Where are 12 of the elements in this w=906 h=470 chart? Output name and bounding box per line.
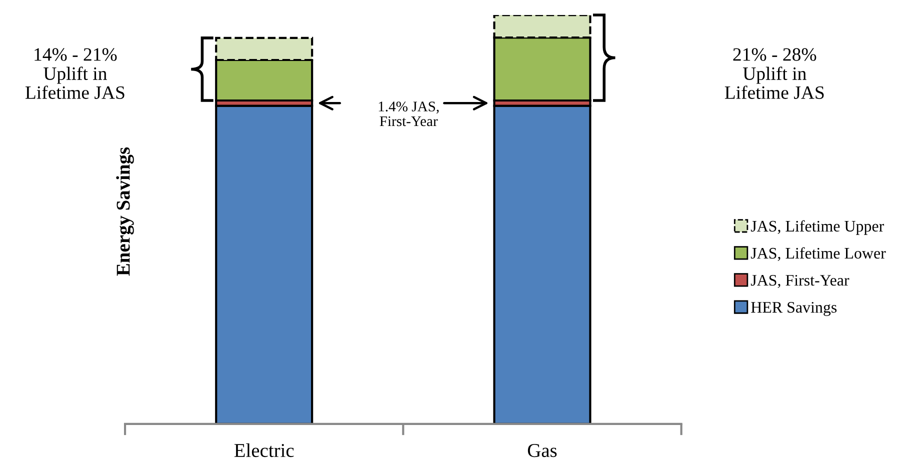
bar [215,104,314,424]
text: 14% - 21% Uplift in Lifetime JAS [25,48,124,99]
annotation: 1.4% JAS, First-Year [378,102,439,126]
bar [493,104,592,424]
x-tick-label: Electric [234,443,294,458]
x-tick-label: Gas [528,444,557,458]
y-axis-title: Energy Savings [116,147,134,276]
text: 21% - 28% Uplift in Lifetime JAS [724,48,824,99]
legend-label: JAS, First-Year [750,274,850,288]
legend-label: JAS, Lifetime Upper [750,220,884,235]
legend-label: HER Savings [751,302,837,316]
legend-label: JAS, Lifetime Lower [750,247,886,261]
